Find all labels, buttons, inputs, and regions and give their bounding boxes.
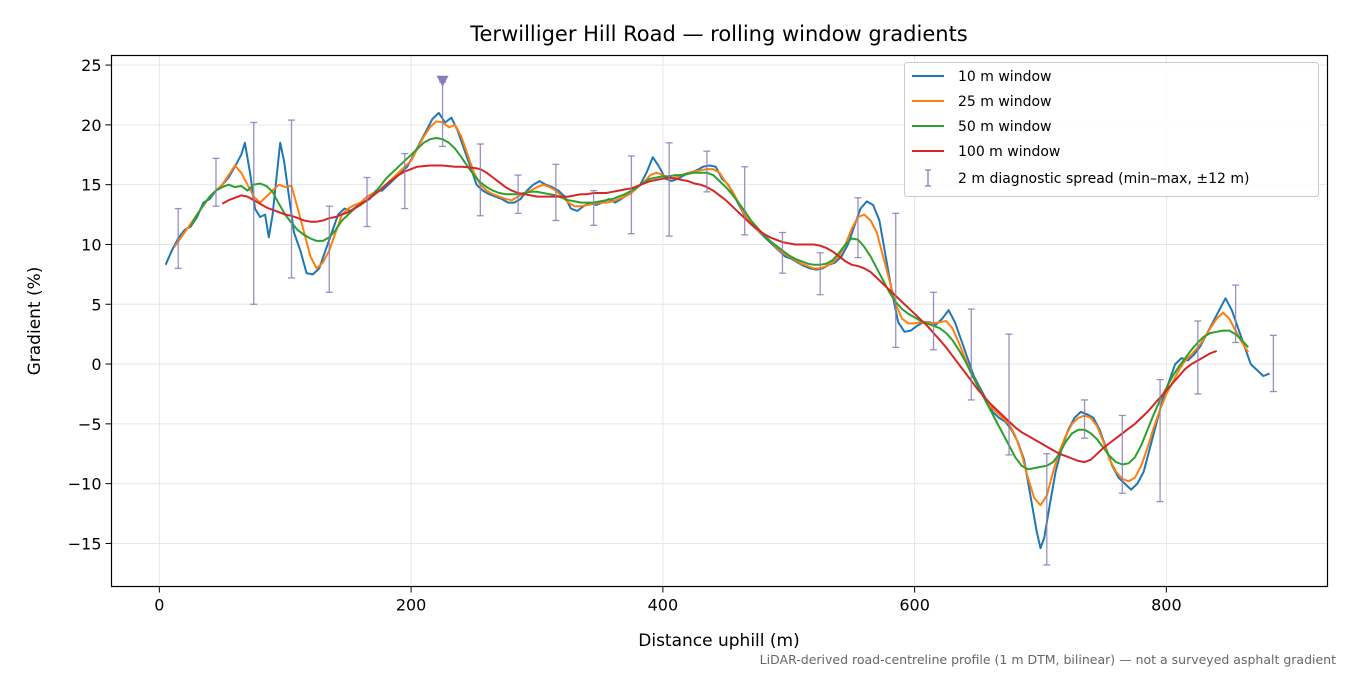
errorbar-series [174,81,1277,566]
legend-label-25m: 25 m window [958,94,1051,110]
errorbar [741,166,749,236]
axis-ticks: 0 200 400 600 800 −15 −10 −5 0 5 10 15 20 25 [68,56,1182,614]
legend-label-errorbar: 2 m diagnostic spread (min–max, ±12 m) [958,171,1249,187]
y-tick-label: −5 [78,415,102,434]
y-tick-label: 0 [91,355,101,374]
errorbar [778,231,786,274]
legend-label-100m: 100 m window [958,144,1060,160]
y-tick-label: 15 [81,176,101,195]
errorbar [854,197,862,259]
errorbar [552,163,560,222]
x-tick-label: 200 [396,596,427,615]
clipped-marker [436,75,449,87]
legend-label-10m: 10 m window [958,69,1051,85]
errorbar [514,174,522,215]
errorbar [816,252,824,296]
series-10m-window-line [164,111,1270,550]
x-tick-label: 0 [154,596,164,615]
errorbar [1232,284,1240,344]
errorbar [1081,399,1089,439]
errorbar [1043,453,1051,566]
errorbar [288,119,296,279]
errorbar [1118,414,1126,494]
footnote: LiDAR-derived road-centreline profile (1… [760,652,1336,667]
errorbar [1269,334,1277,393]
errorbar [363,176,371,228]
y-tick-label: 25 [81,56,101,75]
errorbar [476,143,484,217]
series-100m-window-line [221,164,1218,464]
x-axis-title: Distance uphill (m) [638,631,799,651]
errorbar [1156,378,1164,503]
errorbar [590,189,598,226]
series-25m-window-line [173,120,1250,507]
errorbar [665,142,673,237]
x-tick-label: 600 [899,596,930,615]
y-tick-label: 10 [81,235,101,254]
legend-frame [904,62,1319,197]
series-layer [164,75,1277,566]
x-tick-label: 800 [1151,596,1182,615]
y-tick-label: 5 [91,295,101,314]
errorbar [212,157,220,207]
legend-swatch-errorbar [925,169,931,187]
x-tick-label: 400 [648,596,679,615]
legend: 10 m window 25 m window 50 m window 100 … [904,62,1319,197]
plot-frame [110,54,1329,588]
errorbar [892,212,900,348]
errorbar [174,207,182,270]
errorbar [1005,333,1013,456]
errorbar [627,155,635,235]
errorbar [250,121,258,305]
y-tick-label: −15 [68,534,102,553]
y-tick-label: −10 [68,475,102,494]
errorbar [703,150,711,193]
y-tick-label: 20 [81,116,101,135]
legend-label-50m: 50 m window [958,119,1051,135]
chart-title: Terwilliger Hill Road — rolling window g… [469,22,968,46]
errorbar [929,291,937,351]
errorbar [401,152,409,210]
errorbar [1194,320,1202,395]
errorbar [325,205,333,293]
errorbar [967,308,975,401]
y-axis-title: Gradient (%) [25,267,45,376]
